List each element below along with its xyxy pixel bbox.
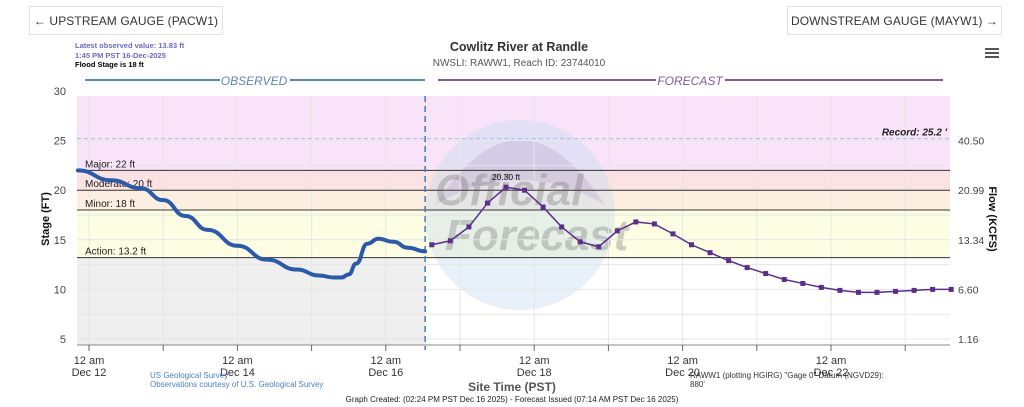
forecast-point	[781, 276, 787, 282]
flood-band-2	[77, 190, 950, 211]
y-axis-title: Stage (FT)	[40, 192, 52, 246]
threshold-label-moderate: Moderate: 20 ft	[85, 179, 152, 190]
forecast-point	[540, 204, 546, 210]
flood-stage: Flood Stage is 18 ft	[75, 60, 144, 69]
forecast-point	[503, 184, 509, 190]
right-tick-label: 40.50	[958, 136, 984, 148]
x-tick-label: 12 am	[371, 355, 402, 367]
usgs-credit[interactable]: US Geological Survey Observations courte…	[150, 371, 323, 389]
forecast-point	[447, 238, 453, 244]
forecast-point	[689, 242, 695, 248]
upstream-gauge-button[interactable]: ← UPSTREAM GAUGE (PACW1)	[29, 6, 223, 35]
forecast-point	[466, 224, 472, 230]
forecast-point	[855, 289, 861, 295]
x-tick-label: Dec 22	[814, 367, 849, 379]
x-tick-label: Dec 16	[368, 367, 403, 379]
forecast-point	[707, 250, 713, 256]
usgs-courtesy-link[interactable]: Observations courtesy of U.S. Geological…	[150, 380, 324, 389]
y-tick-label: 30	[54, 86, 66, 98]
right-tick-label: 1.16	[958, 334, 979, 346]
downstream-gauge-button[interactable]: DOWNSTREAM GAUGE (MAYW1) →	[787, 6, 1002, 35]
datum-note: RAWW1 (plotting HGIRG) "Gage 0" Datum (N…	[690, 371, 890, 389]
forecast-point	[948, 286, 954, 292]
forecast-point	[818, 284, 824, 290]
forecast-point	[559, 224, 565, 230]
observed-shade	[77, 257, 426, 345]
forecast-point	[800, 280, 806, 286]
threshold-label-action: Action: 13.2 ft	[85, 247, 146, 258]
forecast-point	[726, 258, 732, 264]
y-tick-label: 15	[54, 235, 66, 247]
x-axis-title: Site Time (PST)	[468, 380, 556, 394]
latest-time: 1:45 PM PST 16-Dec-2025	[75, 50, 166, 60]
threshold-label-major: Major: 22 ft	[85, 159, 135, 170]
right-tick-label: 20.99	[958, 185, 984, 197]
forecast-point	[522, 187, 528, 193]
forecast-point	[893, 288, 899, 294]
x-tick-label: Dec 20	[665, 367, 700, 379]
x-tick-label: Dec 14	[220, 367, 255, 379]
x-tick-label: 12 am	[222, 355, 253, 367]
datum-value: 880'	[690, 380, 705, 389]
forecast-point	[577, 239, 583, 245]
record-label: Record: 25.2 '	[882, 128, 948, 139]
chart-subtitle: NWSLI: RAWW1, Reach ID: 23744010	[432, 58, 606, 69]
forecast-point	[744, 265, 750, 271]
forecast-point	[911, 287, 917, 293]
forecast-section-label: FORECAST	[657, 74, 724, 88]
forecast-point	[930, 286, 936, 292]
forecast-point	[651, 221, 657, 227]
forecast-point	[596, 244, 602, 250]
forecast-point	[874, 289, 880, 295]
flood-band-3	[77, 210, 950, 258]
x-tick-label: 12 am	[74, 355, 105, 367]
observed-section-label: OBSERVED	[221, 74, 288, 88]
y-tick-label: 25	[54, 136, 66, 148]
forecast-point	[670, 231, 676, 237]
y-tick-label: 10	[54, 284, 66, 296]
graph-created-note: Graph Created: (02:24 PM PST Dec 16 2025…	[345, 395, 679, 404]
forecast-point	[484, 200, 490, 206]
usgs-link[interactable]: US Geological Survey	[150, 371, 229, 380]
right-tick-label: 6.60	[958, 284, 979, 296]
x-tick-label: Dec 18	[517, 367, 552, 379]
peak-label: 20.30 ft	[492, 172, 521, 182]
x-tick-label: Dec 12	[72, 367, 107, 379]
forecast-point	[763, 271, 769, 277]
right-tick-label: 13.34	[958, 235, 984, 247]
latest-observation-info: Latest observed value: 13.83 ft 1:45 PM …	[75, 41, 184, 70]
y-tick-label: 20	[54, 185, 66, 197]
forecast-point	[633, 219, 639, 225]
forecast-point	[837, 287, 843, 293]
x-tick-label: 12 am	[667, 355, 698, 367]
watermark-forecast: Forecast	[445, 211, 631, 260]
y-tick-label: 5	[60, 334, 66, 346]
chart-title: Cowlitz River at Randle	[449, 40, 589, 54]
observed-series-line	[75, 168, 428, 280]
hamburger-menu-icon[interactable]	[985, 48, 999, 59]
flood-band-1	[77, 170, 950, 191]
flood-band-0	[77, 96, 950, 171]
latest-value: Latest observed value: 13.83 ft	[75, 41, 185, 50]
noaa-bird-shape	[435, 140, 605, 205]
forecast-point	[429, 242, 435, 248]
threshold-label-minor: Minor: 18 ft	[85, 199, 135, 210]
forecast-point	[614, 228, 620, 234]
x-tick-label: 12 am	[816, 355, 847, 367]
y-axis-right-title: Flow (KCFS)	[986, 186, 998, 252]
x-tick-label: 12 am	[519, 355, 550, 367]
datum-line: RAWW1 (plotting HGIRG) "Gage 0" Datum (N…	[690, 371, 884, 380]
